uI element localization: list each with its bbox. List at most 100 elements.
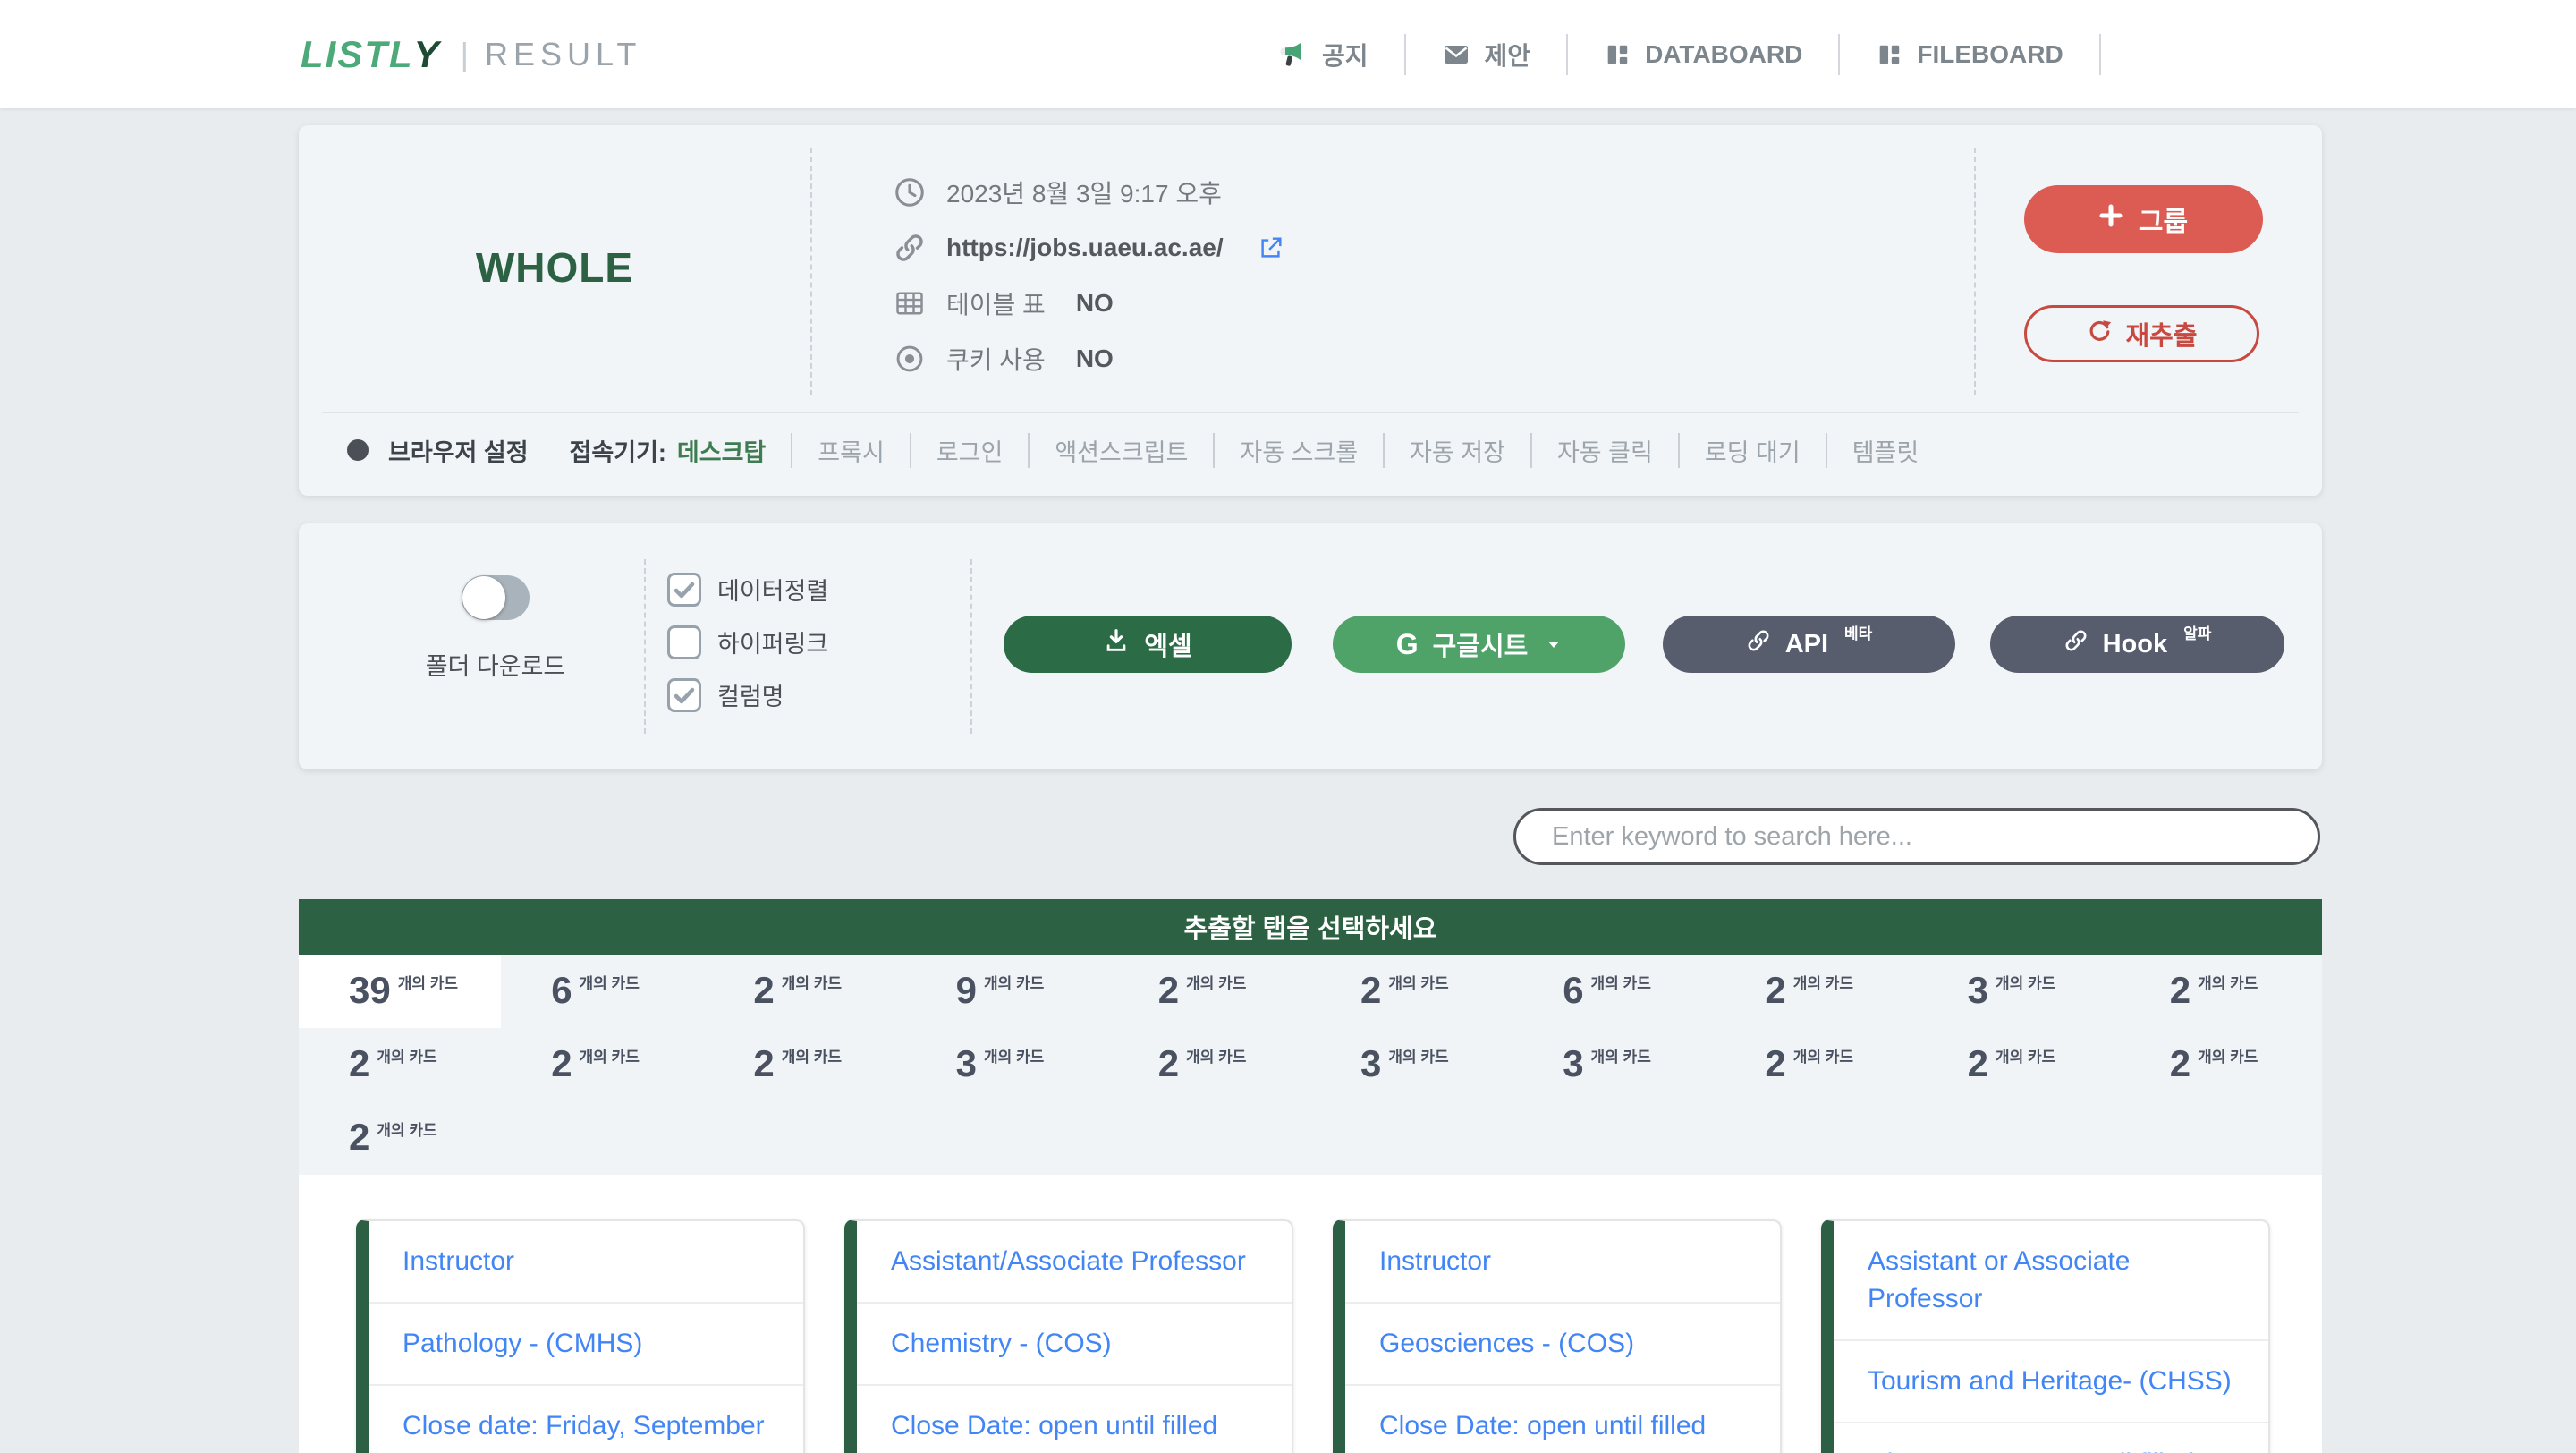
tab-unit-label: 개의 카드 (377, 1122, 437, 1139)
browser-options: 프록시 로그인 액션스크립트 자동 스크롤 자동 저장 자동 클릭 로딩 대기 … (766, 432, 1919, 468)
browser-option[interactable]: 자동 클릭 (1530, 432, 1653, 468)
browser-option[interactable]: 로그인 (909, 432, 1003, 468)
tab-unit-label: 개의 카드 (1590, 975, 1651, 992)
tab-header-title: 추출할 탭을 선택하세요 (1183, 915, 1437, 944)
job-card-row: Tourism and Heritage- (CHSS) (1834, 1341, 2268, 1423)
nav-item-databoard[interactable]: DATABOARD (1604, 33, 1841, 75)
tab-cell[interactable]: 2 개의 카드 (703, 1028, 905, 1101)
browser-option[interactable]: 프록시 (791, 432, 885, 468)
tab-cell[interactable]: 2 개의 카드 (2120, 1028, 2322, 1101)
databoard-icon (1604, 41, 1631, 68)
checkbox[interactable] (667, 572, 701, 607)
job-card-row: Chemistry - (COS) (857, 1304, 1292, 1386)
megaphone-icon (1277, 39, 1308, 70)
tab-unit-label: 개의 카드 (781, 1049, 843, 1066)
job-card-row: Close Date: open until filled (1379, 1411, 1707, 1440)
browser-option[interactable]: 자동 저장 (1383, 432, 1505, 468)
nav-item-notice[interactable]: 공지 (1277, 33, 1406, 75)
nav-item-fileboard[interactable]: FILEBOARD (1876, 33, 2101, 75)
job-card: Instructor Pathology - (CMHS) Close date… (356, 1219, 805, 1453)
results-grid: Instructor Pathology - (CMHS) Close date… (299, 1219, 2322, 1453)
checkbox[interactable] (667, 625, 701, 659)
tab-count: 3 (1967, 969, 1988, 1011)
tab-cell[interactable]: 2 개의 카드 (1108, 1028, 1310, 1101)
browser-option[interactable]: 액션스크립트 (1028, 432, 1188, 468)
result-meta: 2023년 8월 3일 9:17 오후 https://jobs.uaeu.ac… (893, 165, 1284, 387)
nav-item-suggest[interactable]: 제안 (1442, 33, 1569, 75)
checkbox-label: 컬럼명 (717, 684, 784, 710)
tab-cell[interactable]: 2 개의 카드 (1310, 955, 1513, 1028)
tab-cell[interactable]: 2 개의 카드 (299, 1101, 501, 1175)
nav-item-label: 공지 (1322, 41, 1368, 70)
checkbox-row[interactable]: 컬럼명 (667, 677, 828, 712)
link-icon (1746, 628, 1771, 660)
tab-cell[interactable]: 6 개의 카드 (501, 955, 703, 1028)
folder-download-toggle[interactable] (462, 575, 530, 620)
tab-unit-label: 개의 카드 (983, 975, 1045, 992)
tab-cell[interactable]: 3 개의 카드 (1310, 1028, 1513, 1101)
job-card-row: Assistant or Associate Professor (1834, 1221, 2268, 1341)
download-options-card: 폴더 다운로드 데이터정렬 하이퍼링크 (299, 523, 2322, 769)
tab-section: 추출할 탭을 선택하세요 39 개의 카드 6 개의 카드 2 개의 카드 9 개의 카… (299, 899, 2322, 1453)
browser-settings-row: 브라우저 설정 접속기기: 데스크탑 프록시 로그인 액션스크립트 자동 스크롤… (347, 422, 1919, 478)
toggle-knob (462, 576, 505, 619)
tab-cell[interactable]: 2 개의 카드 (1715, 1028, 1917, 1101)
tab-unit-label: 개의 카드 (2198, 975, 2258, 992)
tab-cell[interactable]: 2 개의 카드 (1108, 955, 1310, 1028)
tab-count: 6 (551, 969, 572, 1011)
tab-cell[interactable]: 3 개의 카드 (1918, 955, 2120, 1028)
tab-cell[interactable]: 2 개의 카드 (2120, 955, 2322, 1028)
hook-badge: 알파 (2183, 625, 2212, 642)
add-group-button[interactable]: 그룹 (2024, 185, 2263, 253)
tab-unit-label: 개의 카드 (1186, 1049, 1247, 1066)
tab-count: 6 (1563, 969, 1584, 1011)
tab-cell[interactable]: 39 개의 카드 (299, 955, 502, 1028)
tab-cell[interactable]: 2 개의 카드 (1715, 955, 1917, 1028)
tab-cell[interactable]: 2 개의 카드 (501, 1028, 703, 1101)
tab-unit-label: 개의 카드 (377, 1049, 437, 1066)
tab-cell[interactable]: 2 개의 카드 (703, 955, 905, 1028)
clock-icon (893, 175, 927, 209)
tab-count: 2 (1157, 1042, 1180, 1084)
tab-unit-label: 개의 카드 (1388, 1049, 1449, 1066)
api-badge: 베타 (1844, 625, 1873, 642)
reextract-button[interactable]: 재추출 (2024, 305, 2259, 362)
browser-option[interactable]: 자동 스크롤 (1213, 432, 1358, 468)
search-input[interactable] (1513, 808, 2320, 865)
tab-cell[interactable]: 3 개의 카드 (1513, 1028, 1715, 1101)
browser-option[interactable]: 로딩 대기 (1677, 432, 1801, 468)
tab-count: 39 (349, 969, 391, 1011)
tab-cell[interactable]: 2 개의 카드 (1918, 1028, 2120, 1101)
main-nav: 공지 제안 DATABOARD FILEBOARD (1277, 0, 2137, 108)
table-label: 테이블 표 (946, 291, 1046, 319)
external-link-icon[interactable] (1258, 234, 1284, 261)
excel-label: 엑셀 (1144, 633, 1192, 661)
tab-cell[interactable]: 9 개의 카드 (906, 955, 1108, 1028)
checkbox[interactable] (667, 677, 701, 712)
browser-option[interactable]: 템플릿 (1825, 432, 1919, 468)
excel-button[interactable]: 엑셀 (1004, 616, 1292, 673)
logo-text: LISTL (301, 32, 414, 75)
app-logo[interactable]: LISTL Y | RESULT (301, 0, 641, 108)
check-icon (674, 582, 695, 598)
hook-button[interactable]: Hook 알파 (1990, 616, 2284, 673)
tab-grid: 39 개의 카드 6 개의 카드 2 개의 카드 9 개의 카드 2 개의 카드 (299, 955, 2322, 1175)
api-button[interactable]: API 베타 (1663, 616, 1955, 673)
tab-count: 2 (753, 1042, 775, 1084)
job-card-row: Pathology - (CMHS) (369, 1304, 803, 1386)
tab-count: 2 (2169, 1042, 2191, 1084)
checkbox-row[interactable]: 데이터정렬 (667, 572, 828, 607)
tab-count: 2 (551, 1042, 572, 1084)
checkbox-row[interactable]: 하이퍼링크 (667, 625, 828, 659)
tab-cell[interactable]: 2 개의 카드 (299, 1028, 501, 1101)
download-icon (1103, 627, 1130, 661)
tab-cell[interactable]: 3 개의 카드 (906, 1028, 1108, 1101)
logo-suffix: RESULT (485, 35, 642, 72)
google-sheets-button[interactable]: G 구글시트 (1333, 616, 1625, 673)
refresh-icon (2086, 317, 2113, 351)
divider (322, 412, 2299, 413)
tab-cell[interactable]: 6 개의 카드 (1513, 955, 1715, 1028)
result-info-card: WHOLE 2023년 8월 3일 9:17 오후 https://jobs.u… (299, 125, 2322, 496)
cookie-label: 쿠키 사용 (946, 346, 1046, 374)
folder-download-group: 폴더 다운로드 (397, 575, 594, 682)
